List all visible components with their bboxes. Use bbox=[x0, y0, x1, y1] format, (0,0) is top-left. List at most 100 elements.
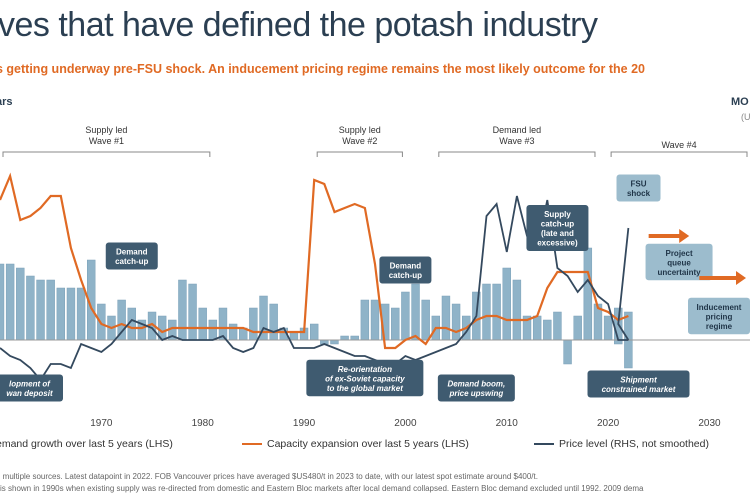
bar-demand-1991 bbox=[309, 323, 319, 341]
x-tick-1980: 1980 bbox=[192, 418, 215, 429]
bar-demand-1966 bbox=[56, 287, 66, 341]
wave-bracket-3 bbox=[438, 151, 596, 157]
bar-demand-2001 bbox=[411, 283, 420, 341]
bar-demand-2016 bbox=[563, 339, 572, 365]
bar-demand-2005 bbox=[451, 303, 461, 341]
bar-demand-1997 bbox=[370, 299, 380, 341]
legend-demand: emand growth over last 5 years (LHS) bbox=[0, 438, 173, 450]
footnote-1: n multiple sources. Latest datapoint in … bbox=[0, 472, 538, 481]
annotation-6: Inducement pricing regime bbox=[688, 297, 750, 335]
bar-demand-1962 bbox=[16, 267, 25, 341]
bar-demand-1960 bbox=[0, 263, 5, 341]
annotation-text-8: Re-orientation of ex-Soviet capacity to th… bbox=[325, 365, 405, 393]
wave-label-4: Wave #4 bbox=[661, 140, 696, 150]
annotation-text-2: Demand catch-up bbox=[389, 262, 422, 281]
annotation-box-10 bbox=[587, 370, 690, 398]
bar-demand-1989 bbox=[289, 331, 299, 341]
line-price-tail bbox=[617, 227, 630, 341]
bar-demand-2014 bbox=[543, 319, 552, 341]
annotation-8: Re-orientation of ex-Soviet capacity to th… bbox=[306, 359, 424, 397]
bar-demand-1993 bbox=[330, 339, 339, 345]
right-axis-sub: (U bbox=[741, 112, 750, 122]
x-tick-1990: 1990 bbox=[293, 418, 316, 429]
left-axis-label: ars bbox=[0, 96, 13, 108]
legend-price: Price level (RHS, not smoothed) bbox=[534, 438, 709, 450]
wave-bracket-2 bbox=[316, 151, 403, 157]
legend-price-label: Price level (RHS, not smoothed) bbox=[559, 438, 709, 450]
annotation-5: Project queue uncertainty bbox=[645, 243, 713, 281]
annotation-text-5: Project queue uncertainty bbox=[657, 249, 701, 277]
bar-demand-1999 bbox=[391, 307, 400, 341]
bar-demand-1965 bbox=[46, 279, 55, 341]
bar-demand-2004 bbox=[441, 295, 451, 341]
page-title: ves that have defined the potash industr… bbox=[0, 6, 598, 44]
wave-label-1: Supply led Wave #1 bbox=[85, 125, 127, 146]
annotation-4: FSU shock bbox=[616, 174, 661, 202]
annotation-text-1: Demand catch-up bbox=[115, 248, 148, 267]
bar-demand-2015 bbox=[553, 311, 562, 341]
bar-demand-2011 bbox=[512, 279, 522, 341]
annotation-box-5 bbox=[645, 243, 713, 281]
wave-bracket-1 bbox=[2, 151, 211, 157]
annotation-text-9: Demand boom, price upswing bbox=[447, 380, 505, 399]
wave-bracket-4 bbox=[610, 151, 748, 157]
x-tick-2020: 2020 bbox=[597, 418, 620, 429]
bar-demand-2009 bbox=[492, 283, 501, 341]
annotation-text-3: Supply catch-up (late and excessive) bbox=[537, 210, 578, 248]
bar-demand-1979 bbox=[188, 283, 197, 341]
bar-demand-1996 bbox=[360, 299, 370, 341]
annotation-box-8 bbox=[306, 359, 424, 397]
annotation-text-4: FSU shock bbox=[627, 180, 651, 199]
annotation-box-9 bbox=[437, 374, 515, 402]
x-tick-2030: 2030 bbox=[698, 418, 721, 429]
bar-secondary-2022 bbox=[624, 339, 633, 369]
legend-capacity: Capacity expansion over last 5 years (LH… bbox=[242, 438, 469, 450]
bar-demand-2010 bbox=[502, 267, 511, 341]
wave-label-3: Demand led Wave #3 bbox=[493, 125, 542, 146]
bar-secondary-2018 bbox=[583, 247, 593, 341]
bar-demand-1983 bbox=[228, 323, 238, 341]
bar-demand-1985 bbox=[249, 307, 258, 341]
bar-demand-2008 bbox=[482, 283, 491, 341]
annotation-9: Demand boom, price upswing bbox=[437, 374, 515, 402]
annotation-2: Demand catch-up bbox=[379, 256, 432, 284]
annotation-box-1 bbox=[105, 242, 158, 270]
wave-label-2: Supply led Wave #2 bbox=[339, 125, 381, 146]
bar-demand-1967 bbox=[66, 287, 76, 341]
annotation-text-7: lopment of wan deposit bbox=[6, 380, 53, 399]
legend-price-swatch bbox=[534, 443, 554, 446]
bar-demand-1963 bbox=[26, 275, 35, 341]
annotation-3: Supply catch-up (late and excessive) bbox=[526, 205, 589, 251]
bar-demand-1964 bbox=[36, 279, 45, 341]
legend-demand-label: emand growth over last 5 years (LHS) bbox=[0, 438, 173, 450]
bar-demand-1994 bbox=[340, 335, 349, 341]
annotation-box-7 bbox=[0, 374, 63, 402]
annotation-box-4 bbox=[616, 174, 661, 202]
arrow-head-1 bbox=[679, 229, 690, 243]
bar-demand-2002 bbox=[421, 299, 430, 341]
annotation-box-3 bbox=[526, 205, 589, 251]
annotation-10: Shipment constrained market bbox=[587, 370, 690, 398]
annotation-1: Demand catch-up bbox=[105, 242, 158, 270]
bar-demand-2000 bbox=[401, 291, 410, 341]
annotation-text-6: Inducement pricing regime bbox=[697, 303, 742, 331]
footnote-2: l is shown in 1990s when existing supply… bbox=[0, 484, 644, 493]
bar-demand-2013 bbox=[532, 315, 542, 341]
legend-capacity-label: Capacity expansion over last 5 years (LH… bbox=[267, 438, 469, 450]
bar-demand-2017 bbox=[573, 315, 582, 341]
annotation-text-10: Shipment constrained market bbox=[602, 376, 676, 395]
bar-demand-1981 bbox=[208, 319, 218, 341]
line-capacity-expansion bbox=[0, 172, 629, 350]
line-price-level bbox=[0, 195, 629, 382]
legend-capacity-swatch bbox=[242, 443, 262, 446]
bar-demand-1987 bbox=[269, 303, 278, 341]
annotation-box-6 bbox=[688, 297, 750, 335]
bar-demand-1980 bbox=[198, 307, 207, 341]
bar-demand-1978 bbox=[178, 279, 187, 341]
arrow-head-2 bbox=[736, 271, 746, 285]
x-tick-2000: 2000 bbox=[394, 418, 417, 429]
x-tick-2010: 2010 bbox=[496, 418, 519, 429]
annotation-box-2 bbox=[379, 256, 432, 284]
bar-demand-2020 bbox=[603, 315, 613, 341]
